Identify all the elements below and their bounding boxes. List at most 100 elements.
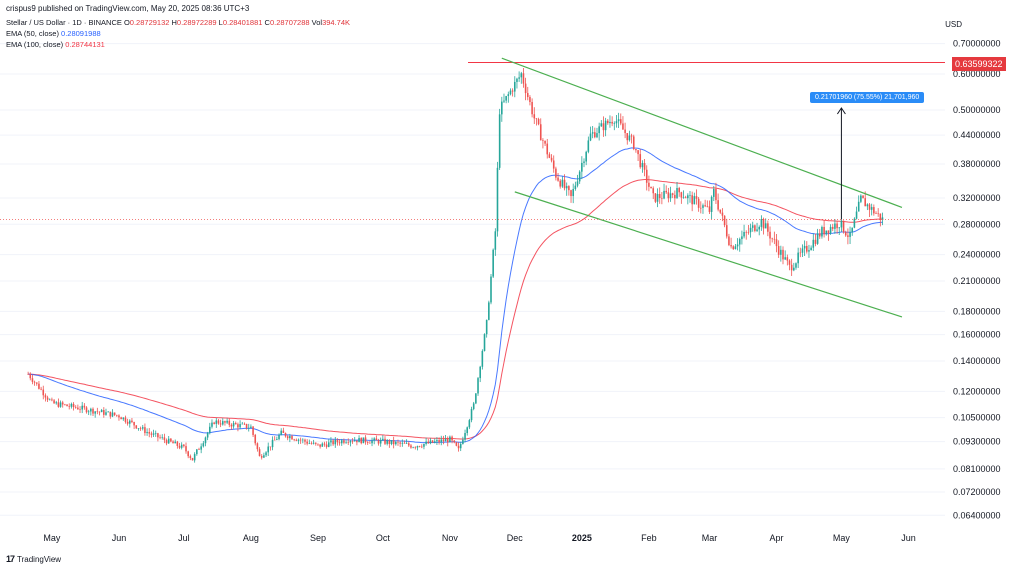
x-tick-label: Sep xyxy=(310,533,326,543)
candle-body xyxy=(552,160,555,169)
candle-body xyxy=(234,423,237,425)
candle-body xyxy=(470,409,473,421)
candle-body xyxy=(712,189,715,197)
candle-body xyxy=(513,81,516,92)
candle-body xyxy=(38,383,40,389)
candle-body xyxy=(79,409,81,410)
candle-body xyxy=(873,207,875,214)
candle-body xyxy=(648,182,650,187)
candle-body xyxy=(90,408,92,412)
y-tick-label: 0.50000000 xyxy=(953,105,1001,115)
candle-body xyxy=(116,414,118,416)
candle-body xyxy=(224,421,226,423)
candle-body xyxy=(836,223,838,229)
candle-body xyxy=(256,443,259,450)
candle-body xyxy=(702,205,704,208)
candle-body xyxy=(33,381,36,383)
candle-body xyxy=(187,451,189,457)
candle-body xyxy=(697,198,700,208)
candle-body xyxy=(719,209,722,213)
candle-body xyxy=(568,186,570,191)
candle-body xyxy=(459,443,462,449)
candle-body xyxy=(555,168,557,178)
candle-body xyxy=(150,433,153,435)
candle-body xyxy=(31,378,34,382)
candle-body xyxy=(74,406,77,408)
candle-body xyxy=(446,439,449,443)
grid xyxy=(0,43,945,516)
x-tick-label: May xyxy=(43,533,61,543)
candle-body xyxy=(816,233,819,244)
candle-body xyxy=(87,411,90,413)
y-tick-label: 0.06400000 xyxy=(953,510,1001,520)
candle-body xyxy=(788,260,791,265)
candle-body xyxy=(570,190,572,197)
candle-body xyxy=(440,439,443,443)
x-tick-label: Oct xyxy=(376,533,391,543)
candle-body xyxy=(401,442,404,444)
candle-body xyxy=(206,432,209,438)
candle-body xyxy=(48,399,51,401)
candle-body xyxy=(362,437,365,444)
ema100-line xyxy=(28,179,883,440)
y-tick-label: 0.12000000 xyxy=(953,386,1001,396)
candle-body xyxy=(408,443,410,446)
candle-body xyxy=(107,411,109,413)
candle-body xyxy=(585,151,587,162)
candle-body xyxy=(671,193,674,195)
candle-body xyxy=(226,420,228,423)
candle-body xyxy=(537,119,540,125)
candle-body xyxy=(687,195,689,199)
candle-body xyxy=(213,422,215,424)
candle-body xyxy=(764,223,767,229)
y-tick-label: 0.24000000 xyxy=(953,250,1001,260)
candle-body xyxy=(453,440,456,443)
candle-body xyxy=(710,196,713,212)
candle-body xyxy=(598,126,600,134)
candle-body xyxy=(870,207,873,210)
candle-body xyxy=(94,411,96,414)
candle-body xyxy=(466,427,469,434)
brand-name: TradingView xyxy=(17,554,62,564)
candle-body xyxy=(609,121,611,124)
measure-annotation[interactable]: 0.21701960 (75.55%) 21,701,960 xyxy=(810,92,925,103)
x-tick-label: Apr xyxy=(770,533,784,543)
candle-body xyxy=(68,406,71,407)
candle-body xyxy=(831,226,834,229)
candle-body xyxy=(628,135,631,141)
candle-body xyxy=(159,437,161,438)
candle-body xyxy=(366,442,369,443)
candle-body xyxy=(83,405,86,408)
candle-body xyxy=(59,402,62,407)
candle-body xyxy=(868,204,871,210)
candle-body xyxy=(542,140,544,142)
ohlc-value-o: 0.28729132 xyxy=(129,18,170,27)
candle-body xyxy=(488,302,490,320)
candle-body xyxy=(663,190,665,199)
candle-body xyxy=(397,441,399,443)
published-info: crispus9 published on TradingView.com, M… xyxy=(6,4,250,13)
candle-body xyxy=(771,238,773,240)
candle-body xyxy=(799,252,802,254)
candle-body xyxy=(462,439,464,444)
candle-body xyxy=(844,232,847,236)
candle-body xyxy=(721,212,724,216)
candle-body xyxy=(176,441,179,446)
candle-body xyxy=(635,149,637,151)
candle-body xyxy=(501,101,503,115)
candle-body xyxy=(221,421,224,425)
ema50-legend: EMA (50, close) 0.28091988 xyxy=(6,29,101,38)
candle-body xyxy=(444,439,447,442)
candle-body xyxy=(314,442,317,444)
candle-body xyxy=(607,120,609,124)
candle-body xyxy=(351,441,354,442)
candle-body xyxy=(825,230,828,235)
candle-body xyxy=(317,443,319,445)
candle-body xyxy=(293,439,295,441)
candle-body xyxy=(767,223,769,232)
candle-body xyxy=(674,194,676,199)
candle-body xyxy=(302,439,304,441)
y-tick-label: 0.09300000 xyxy=(953,437,1001,447)
candle-body xyxy=(332,440,334,445)
